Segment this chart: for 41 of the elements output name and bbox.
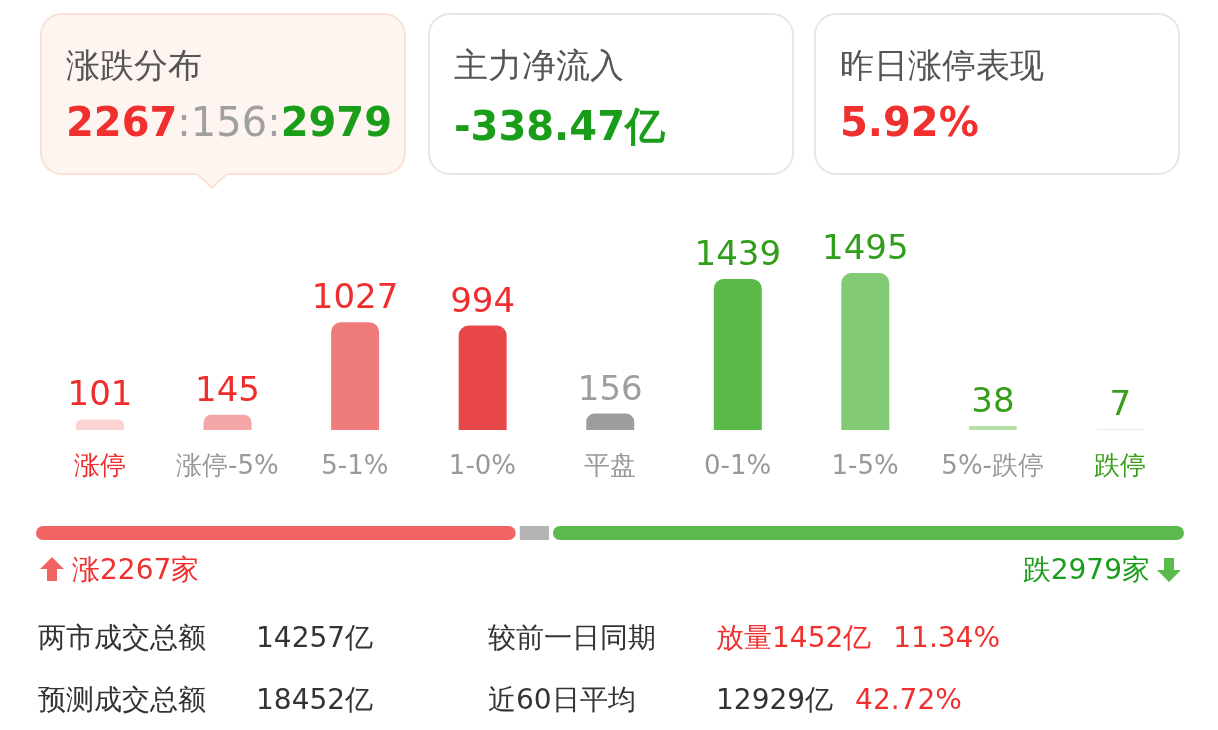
text: 42.72% (855, 683, 962, 716)
data-label: 101 (67, 373, 133, 414)
x-tick-label: 跌停 (1094, 450, 1147, 480)
text: 14257亿 (256, 620, 374, 656)
text: 预测成交总额 (38, 682, 206, 718)
bar (76, 419, 124, 430)
x-tick-label: 涨停-5% (176, 450, 279, 480)
x-tick-label: 5%-跌停 (941, 450, 1044, 480)
text: 近60日平均 (488, 682, 636, 718)
data-label: 145 (195, 368, 261, 409)
text: 两市成交总额 (38, 620, 206, 656)
x-tick-label: 5-1% (321, 450, 389, 480)
text: 放量1452亿 (716, 621, 872, 654)
x-tick-label: 平盘 (584, 450, 636, 480)
data-label: 1495 (822, 227, 909, 267)
x-tick-label: 1-0% (448, 450, 517, 480)
bar (586, 413, 635, 430)
bar (713, 278, 762, 430)
text: 跌2979家 (1021, 552, 1150, 588)
data-label: 7 (1109, 383, 1132, 424)
bar (458, 325, 507, 430)
data-label: 1027 (311, 276, 399, 317)
data-label: 1439 (694, 232, 782, 273)
data-label: 156 (577, 367, 643, 408)
text: 较前一日同期 (488, 620, 656, 656)
x-tick-label: 1-5% (831, 450, 899, 480)
bar (968, 426, 1017, 430)
card: 昨日涨停表现 5.92% (814, 13, 1180, 175)
text: 涨2267家 (72, 552, 200, 588)
x-tick-label: 涨停 (73, 450, 126, 480)
bar (841, 273, 890, 430)
text: 11.34% (893, 621, 1001, 654)
data-label: 38 (971, 380, 1015, 421)
data-label: 994 (450, 279, 516, 320)
text: 18452亿 (256, 682, 374, 718)
bar (203, 414, 252, 430)
bar (331, 322, 380, 430)
card: 主力净流入 -338.47亿 (428, 13, 794, 175)
text: 12929亿 (716, 683, 834, 716)
card: 涨跌分布 2267:156:2979 (40, 13, 406, 175)
x-tick-label: 0-1% (703, 450, 772, 480)
